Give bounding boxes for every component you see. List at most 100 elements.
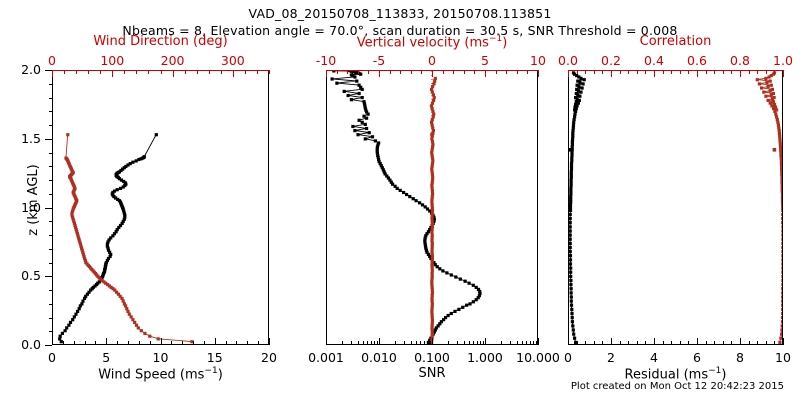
data-point <box>430 291 434 295</box>
data-point <box>449 273 453 277</box>
data-point <box>81 250 85 254</box>
data-point <box>58 334 62 338</box>
data-point <box>432 217 436 221</box>
data-point <box>569 178 573 182</box>
data-point <box>430 310 434 314</box>
data-point <box>777 129 781 133</box>
data-point <box>572 332 576 336</box>
data-point <box>430 288 434 292</box>
x-axis-top-minor-tick <box>774 70 776 74</box>
x-axis-minor-tick <box>500 341 502 345</box>
x-axis-tick-label: 8 <box>736 350 744 365</box>
data-point <box>570 145 574 149</box>
data-point <box>356 133 360 137</box>
data-point <box>408 195 412 199</box>
x-axis-top-tick <box>654 70 655 77</box>
data-point <box>74 312 78 316</box>
data-point <box>572 120 576 124</box>
data-point <box>432 215 436 219</box>
x-axis-minor-tick <box>510 341 512 345</box>
data-point <box>346 93 350 98</box>
x-axis-minor-tick <box>576 341 578 345</box>
data-point <box>381 168 385 172</box>
data-point <box>430 156 435 160</box>
x-axis-minor-tick <box>482 341 484 345</box>
data-point <box>124 304 128 308</box>
data-point <box>471 283 475 287</box>
panel-snr <box>326 70 538 345</box>
data-point <box>367 131 371 135</box>
data-point <box>360 87 364 91</box>
x-axis-minor-tick <box>748 341 750 345</box>
data-point <box>781 270 782 274</box>
x-axis-top-tick-label: 0.0 <box>558 53 578 68</box>
x-axis-top-minor-tick <box>442 70 444 74</box>
data-point <box>80 302 84 306</box>
outlier-data-point <box>772 148 777 152</box>
data-point <box>575 83 579 87</box>
data-point <box>430 208 435 212</box>
x-axis-minor-tick <box>423 341 425 345</box>
data-point <box>581 82 585 86</box>
data-point <box>430 258 434 262</box>
data-point <box>454 275 458 279</box>
data-point <box>755 78 759 82</box>
data-point <box>431 175 435 179</box>
x-axis-top-minor-tick <box>705 70 707 74</box>
data-point <box>376 143 380 147</box>
data-point <box>778 142 782 146</box>
data-point <box>431 115 435 119</box>
data-point <box>398 188 402 192</box>
data-point <box>71 209 75 213</box>
x-axis-minor-tick <box>95 341 97 345</box>
x-axis-tick-label: 4 <box>650 350 658 365</box>
x-axis-tick-label: 1.000 <box>467 350 503 365</box>
x-axis-tick <box>326 338 327 345</box>
data-point <box>780 189 782 193</box>
data-point <box>780 197 782 201</box>
x-axis-minor-tick <box>420 341 422 345</box>
x-axis-minor-tick <box>258 341 260 345</box>
x-axis-minor-tick <box>473 341 475 345</box>
x-axis-minor-tick <box>149 341 151 345</box>
data-point <box>83 296 87 300</box>
data-point <box>91 285 95 289</box>
data-point <box>430 206 434 210</box>
data-point <box>770 87 774 91</box>
data-point <box>777 126 781 130</box>
x-axis-tick-label: 0.100 <box>414 350 450 365</box>
data-point <box>769 74 773 78</box>
data-point <box>79 244 83 248</box>
data-point <box>430 274 434 278</box>
data-point <box>418 201 422 205</box>
data-point <box>781 266 782 270</box>
data-point <box>478 289 482 294</box>
data-point <box>430 186 434 190</box>
data-point <box>116 197 120 201</box>
data-point <box>569 192 573 196</box>
x-axis-top-minor-tick <box>184 70 186 74</box>
x-axis-minor-tick <box>416 341 418 345</box>
y-axis-minor-tick <box>49 303 53 305</box>
x-axis-top-minor-tick <box>357 70 359 74</box>
data-point <box>442 318 446 322</box>
data-point <box>365 110 369 114</box>
data-point <box>449 311 453 316</box>
data-point <box>779 159 782 163</box>
data-point <box>576 101 580 105</box>
data-point <box>432 96 436 100</box>
data-point <box>780 167 782 171</box>
x-axis-top-minor-tick <box>136 70 138 74</box>
data-point <box>430 153 434 157</box>
x-axis-top-minor-tick <box>256 70 258 74</box>
data-point <box>131 160 135 164</box>
x-axis-minor-tick <box>679 341 681 345</box>
data-point <box>575 87 579 91</box>
data-point <box>435 265 439 269</box>
data-point <box>780 316 782 320</box>
data-point <box>376 155 380 159</box>
data-point <box>773 109 777 113</box>
x-axis-minor-tick <box>479 341 481 345</box>
data-point <box>774 105 778 109</box>
plot-created-footer: Plot created on Mon Oct 12 20:42:23 2015 <box>570 381 784 392</box>
